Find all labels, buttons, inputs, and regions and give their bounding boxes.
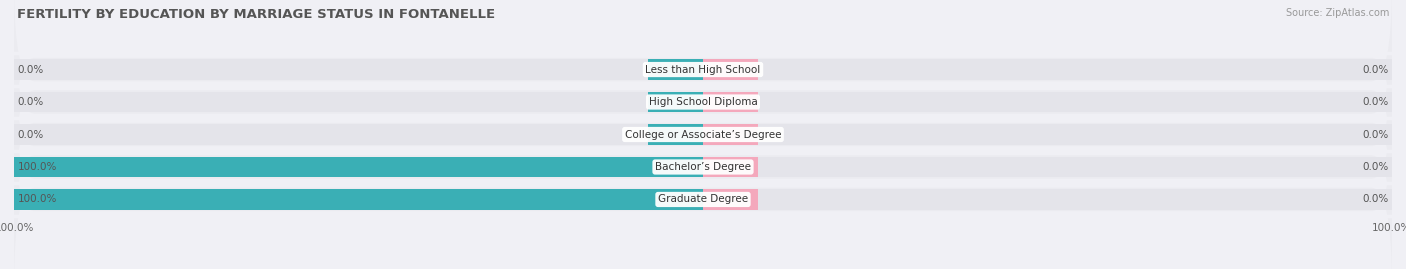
Text: 0.0%: 0.0% [1362, 97, 1389, 107]
Bar [703, 92, 758, 112]
Text: Source: ZipAtlas.com: Source: ZipAtlas.com [1285, 8, 1389, 18]
Text: Less than High School: Less than High School [645, 65, 761, 75]
Text: High School Diploma: High School Diploma [648, 97, 758, 107]
Text: 0.0%: 0.0% [1362, 65, 1389, 75]
Bar [703, 125, 758, 144]
Text: 100.0%: 100.0% [17, 162, 56, 172]
Text: 0.0%: 0.0% [17, 97, 44, 107]
Bar [14, 157, 1392, 177]
Text: 0.0%: 0.0% [1362, 194, 1389, 204]
Text: FERTILITY BY EDUCATION BY MARRIAGE STATUS IN FONTANELLE: FERTILITY BY EDUCATION BY MARRIAGE STATU… [17, 8, 495, 21]
Text: Graduate Degree: Graduate Degree [658, 194, 748, 204]
Bar [14, 157, 703, 177]
Bar [14, 189, 703, 210]
Bar [648, 59, 703, 80]
Text: 0.0%: 0.0% [17, 65, 44, 75]
Text: Bachelor’s Degree: Bachelor’s Degree [655, 162, 751, 172]
FancyBboxPatch shape [14, 0, 1392, 155]
Text: College or Associate’s Degree: College or Associate’s Degree [624, 129, 782, 140]
Bar [703, 59, 758, 80]
Bar [14, 189, 1392, 210]
Text: 0.0%: 0.0% [1362, 129, 1389, 140]
Bar [14, 59, 1392, 80]
Bar [648, 125, 703, 144]
Bar [703, 189, 758, 210]
FancyBboxPatch shape [14, 81, 1392, 253]
Bar [14, 92, 1392, 112]
Text: 0.0%: 0.0% [1362, 162, 1389, 172]
Bar [703, 157, 758, 177]
Text: 100.0%: 100.0% [17, 194, 56, 204]
FancyBboxPatch shape [14, 16, 1392, 188]
FancyBboxPatch shape [14, 49, 1392, 220]
Text: 0.0%: 0.0% [17, 129, 44, 140]
Bar [648, 92, 703, 112]
Bar [14, 125, 1392, 144]
FancyBboxPatch shape [14, 114, 1392, 269]
